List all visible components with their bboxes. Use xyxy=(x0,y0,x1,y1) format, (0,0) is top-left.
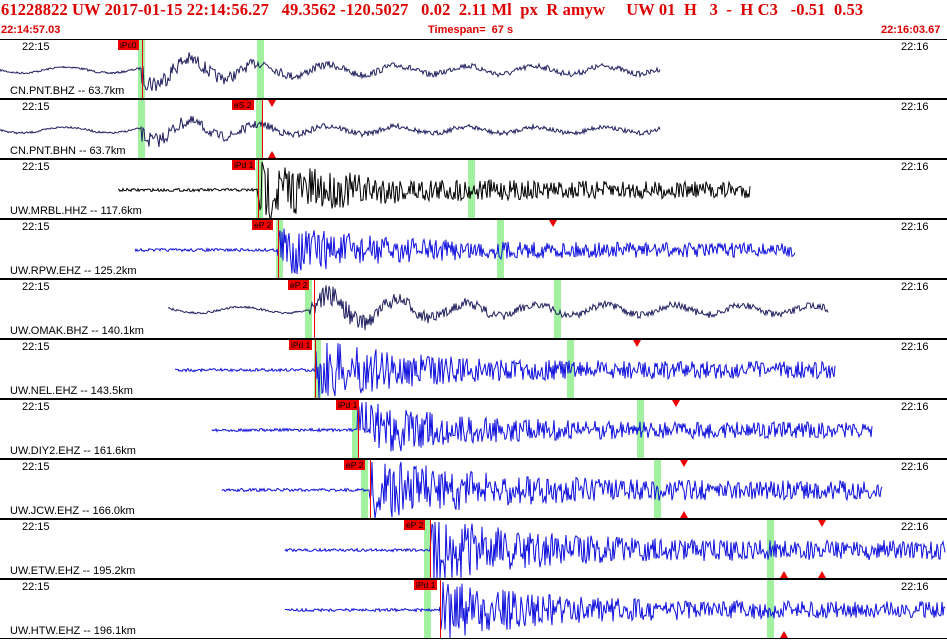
predicted-arrival-bar xyxy=(305,280,312,338)
tick-label-left: 22:15 xyxy=(22,41,50,53)
start-time: 22:14:57.03 xyxy=(1,24,61,36)
seismogram-panel[interactable]: eS 2 22:15 22:16 CN.PNT.BHN -- 63.7km xyxy=(0,99,947,159)
seismogram-panel[interactable]: eP 2 22:15 22:16 UW.JCW.EHZ -- 166.0km xyxy=(0,459,947,519)
seismogram-panel[interactable]: eP 2 22:15 22:16 UW.OMAK.BHZ -- 140.1km xyxy=(0,279,947,339)
tick-label-left: 22:15 xyxy=(22,341,50,353)
marker-down-icon xyxy=(818,520,826,527)
tick-label-right: 22:16 xyxy=(901,521,929,533)
marker-up-icon xyxy=(780,631,788,638)
station-label: UW.OMAK.BHZ -- 140.1km xyxy=(10,325,144,337)
phase-pick-label[interactable]: iPd 1 xyxy=(289,340,313,350)
pick-line[interactable] xyxy=(370,460,371,518)
predicted-arrival-bar xyxy=(468,160,475,218)
predicted-arrival-bar xyxy=(497,220,504,278)
pick-line[interactable] xyxy=(358,400,359,458)
waveform-trace xyxy=(221,461,883,518)
end-time: 22:16:03.67 xyxy=(881,24,941,36)
pick-line[interactable] xyxy=(440,580,441,638)
station-label: UW.RPW.EHZ -- 125.2km xyxy=(10,265,137,277)
station-label: UW.MRBL.HHZ -- 117.6km xyxy=(10,205,142,217)
marker-down-icon xyxy=(268,100,276,107)
phase-pick-label[interactable]: iPc0 xyxy=(118,40,139,50)
seismogram-panel[interactable]: iPd 1 22:15 22:16 UW.MRBL.HHZ -- 117.6km xyxy=(0,159,947,219)
tick-label-left: 22:15 xyxy=(22,281,50,293)
seismogram-panel[interactable]: iPc0 22:15 22:16 CN.PNT.BHZ -- 63.7km xyxy=(0,39,947,99)
tick-label-right: 22:16 xyxy=(901,281,929,293)
timespan: Timespan= 67 s xyxy=(428,24,514,36)
marker-up-icon xyxy=(268,151,276,158)
tick-label-right: 22:16 xyxy=(901,581,929,593)
waveform-trace xyxy=(167,285,829,331)
station-label: UW.DIY2.EHZ -- 161.6km xyxy=(10,445,136,457)
predicted-arrival-bar xyxy=(257,40,264,98)
station-label: UW.JCW.EHZ -- 166.0km xyxy=(10,505,135,517)
station-label: UW.ETW.EHZ -- 195.2km xyxy=(10,565,136,577)
seismogram-panel[interactable]: iPd 1 22:15 22:16 UW.HTW.EHZ -- 196.1km xyxy=(0,579,947,639)
seismogram-panel[interactable]: iPd 1 22:15 22:16 UW.DIY2.EHZ -- 161.6km xyxy=(0,399,947,459)
phase-pick-label[interactable]: eP 2 xyxy=(344,460,366,470)
tick-label-left: 22:15 xyxy=(22,521,50,533)
tick-label-left: 22:15 xyxy=(22,101,50,113)
phase-pick-label[interactable]: eP 2 xyxy=(288,280,310,290)
pick-line[interactable] xyxy=(314,280,315,338)
waveform-trace xyxy=(0,115,661,148)
station-label: UW.NEL.EHZ -- 143.5km xyxy=(10,385,133,397)
tick-label-left: 22:15 xyxy=(22,401,50,413)
phase-pick-label[interactable]: iPd 1 xyxy=(232,160,256,170)
seismogram-panel[interactable]: iPd 1 22:15 22:16 UW.NEL.EHZ -- 143.5km xyxy=(0,339,947,399)
marker-up-icon xyxy=(818,571,826,578)
waveform-trace xyxy=(285,581,946,638)
tick-label-left: 22:15 xyxy=(22,581,50,593)
waveform-trace xyxy=(284,521,946,578)
tick-label-right: 22:16 xyxy=(901,101,929,113)
waveform-trace xyxy=(0,52,661,91)
event-title: 61228822 UW 2017-01-15 22:14:56.27 49.35… xyxy=(1,0,864,19)
station-label: CN.PNT.BHN -- 63.7km xyxy=(10,145,126,157)
pick-line[interactable] xyxy=(262,100,263,158)
marker-down-icon xyxy=(672,400,680,407)
station-label: CN.PNT.BHZ -- 63.7km xyxy=(10,85,125,97)
predicted-arrival-bar xyxy=(361,460,368,518)
pick-line[interactable] xyxy=(142,40,143,98)
tick-label-right: 22:16 xyxy=(901,461,929,473)
marker-down-icon xyxy=(680,460,688,467)
waveform-trace xyxy=(117,161,751,218)
phase-pick-label[interactable]: iPd 1 xyxy=(336,400,360,410)
tick-label-left: 22:15 xyxy=(22,221,50,233)
waveform-trace xyxy=(134,228,796,275)
waveform-trace xyxy=(174,342,836,398)
tick-label-right: 22:16 xyxy=(901,401,929,413)
predicted-arrival-bar xyxy=(276,220,283,278)
predicted-arrival-bar xyxy=(554,280,561,338)
marker-up-icon xyxy=(780,571,788,578)
pick-line[interactable] xyxy=(430,520,431,578)
marker-down-icon xyxy=(633,340,641,347)
tick-label-right: 22:16 xyxy=(901,221,929,233)
phase-pick-label[interactable]: iPd 1 xyxy=(414,580,438,590)
station-label: UW.HTW.EHZ -- 196.1km xyxy=(10,625,136,637)
phase-pick-label[interactable]: eS 2 xyxy=(232,100,254,110)
pick-line[interactable] xyxy=(278,220,279,278)
tick-label-right: 22:16 xyxy=(901,41,929,53)
predicted-arrival-bar xyxy=(256,100,263,158)
seismogram-panel[interactable]: eP 2 22:15 22:16 UW.ETW.EHZ -- 195.2km xyxy=(0,519,947,579)
predicted-arrival-bar xyxy=(424,520,431,578)
tick-label-left: 22:15 xyxy=(22,461,50,473)
seismogram-panel[interactable]: eP 2 22:15 22:16 UW.RPW.EHZ -- 125.2km xyxy=(0,219,947,279)
tick-label-right: 22:16 xyxy=(901,161,929,173)
event-header: 61228822 UW 2017-01-15 22:14:56.27 49.35… xyxy=(0,0,947,38)
marker-up-icon xyxy=(680,511,688,518)
tick-label-right: 22:16 xyxy=(901,341,929,353)
phase-pick-label[interactable]: eP 2 xyxy=(252,220,274,230)
phase-pick-label[interactable]: eP 2 xyxy=(404,520,426,530)
predicted-arrival-bar xyxy=(567,340,574,398)
waveform-trace xyxy=(211,401,873,452)
marker-down-icon xyxy=(549,220,557,227)
time-bar: 22:14:57.03 Timespan= 67 s 22:16:03.67 xyxy=(0,24,947,38)
tick-label-left: 22:15 xyxy=(22,161,50,173)
pick-line[interactable] xyxy=(315,340,316,398)
predicted-arrival-bar xyxy=(256,160,263,218)
pick-line[interactable] xyxy=(258,160,259,218)
predicted-arrival-bar xyxy=(424,580,431,638)
